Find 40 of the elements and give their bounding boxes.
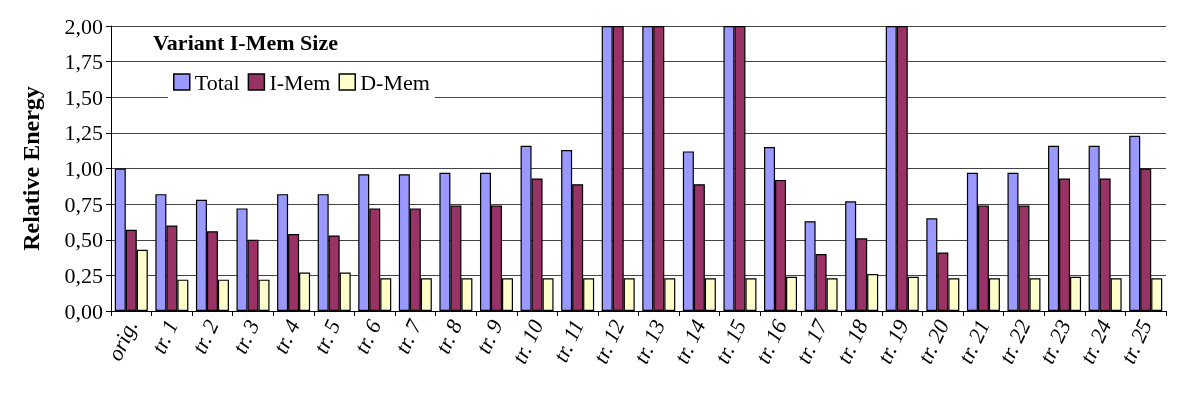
x-tick-label: tr. 25 bbox=[1115, 315, 1158, 368]
y-tick-label: 0,50 bbox=[64, 227, 103, 253]
y-axis-title: Relative Energy bbox=[18, 86, 44, 251]
x-tick-label: tr. 24 bbox=[1074, 315, 1117, 368]
x-tick-label: tr. 8 bbox=[430, 315, 468, 358]
chart-title: Variant I-Mem Size bbox=[153, 29, 339, 55]
x-tick-label: tr. 23 bbox=[1034, 315, 1076, 368]
x-tick-label: tr. 1 bbox=[146, 315, 184, 358]
legend-label: D-Mem bbox=[360, 69, 430, 95]
x-tick-label: tr. 18 bbox=[831, 315, 873, 368]
x-tick-label: tr. 4 bbox=[267, 315, 305, 358]
legend-label: I-Mem bbox=[269, 69, 331, 95]
x-tick-label: tr. 5 bbox=[308, 315, 346, 358]
y-tick-label: 1,75 bbox=[64, 49, 103, 75]
x-tick-label: tr. 16 bbox=[750, 315, 792, 368]
y-tick-label: 0,25 bbox=[64, 262, 103, 288]
y-tick-label: 2,00 bbox=[64, 13, 103, 39]
y-tick-label: 1,50 bbox=[64, 84, 103, 110]
x-tick-label: tr. 15 bbox=[709, 315, 752, 368]
x-tick-label: tr. 12 bbox=[587, 315, 630, 368]
x-tick-label: tr. 9 bbox=[470, 315, 508, 358]
x-tick-label: tr. 2 bbox=[186, 315, 224, 358]
y-tick-label: 1,00 bbox=[64, 156, 103, 181]
y-tick-label: 0,00 bbox=[64, 298, 103, 324]
x-tick-label: tr. 10 bbox=[506, 315, 549, 368]
x-tick-label: tr. 11 bbox=[547, 315, 589, 366]
x-tick-label: tr. 7 bbox=[389, 314, 428, 358]
x-tick-label: tr. 19 bbox=[871, 315, 914, 368]
x-tick-label: tr. 6 bbox=[348, 315, 387, 358]
y-tick-label: 1,25 bbox=[64, 120, 103, 146]
x-tick-label: orig. bbox=[102, 315, 143, 365]
x-tick-label: tr. 22 bbox=[993, 315, 1036, 368]
x-tick-label: tr. 14 bbox=[668, 315, 711, 368]
x-tick-label: tr. 21 bbox=[952, 315, 995, 368]
x-tick-label: tr. 13 bbox=[628, 315, 671, 368]
legend-label: Total bbox=[194, 69, 240, 95]
x-tick-label: tr. 20 bbox=[912, 315, 955, 368]
x-tick-label: tr. 3 bbox=[227, 315, 265, 358]
y-tick-label: 0,75 bbox=[64, 191, 103, 217]
x-tick-label: tr. 17 bbox=[790, 314, 833, 368]
